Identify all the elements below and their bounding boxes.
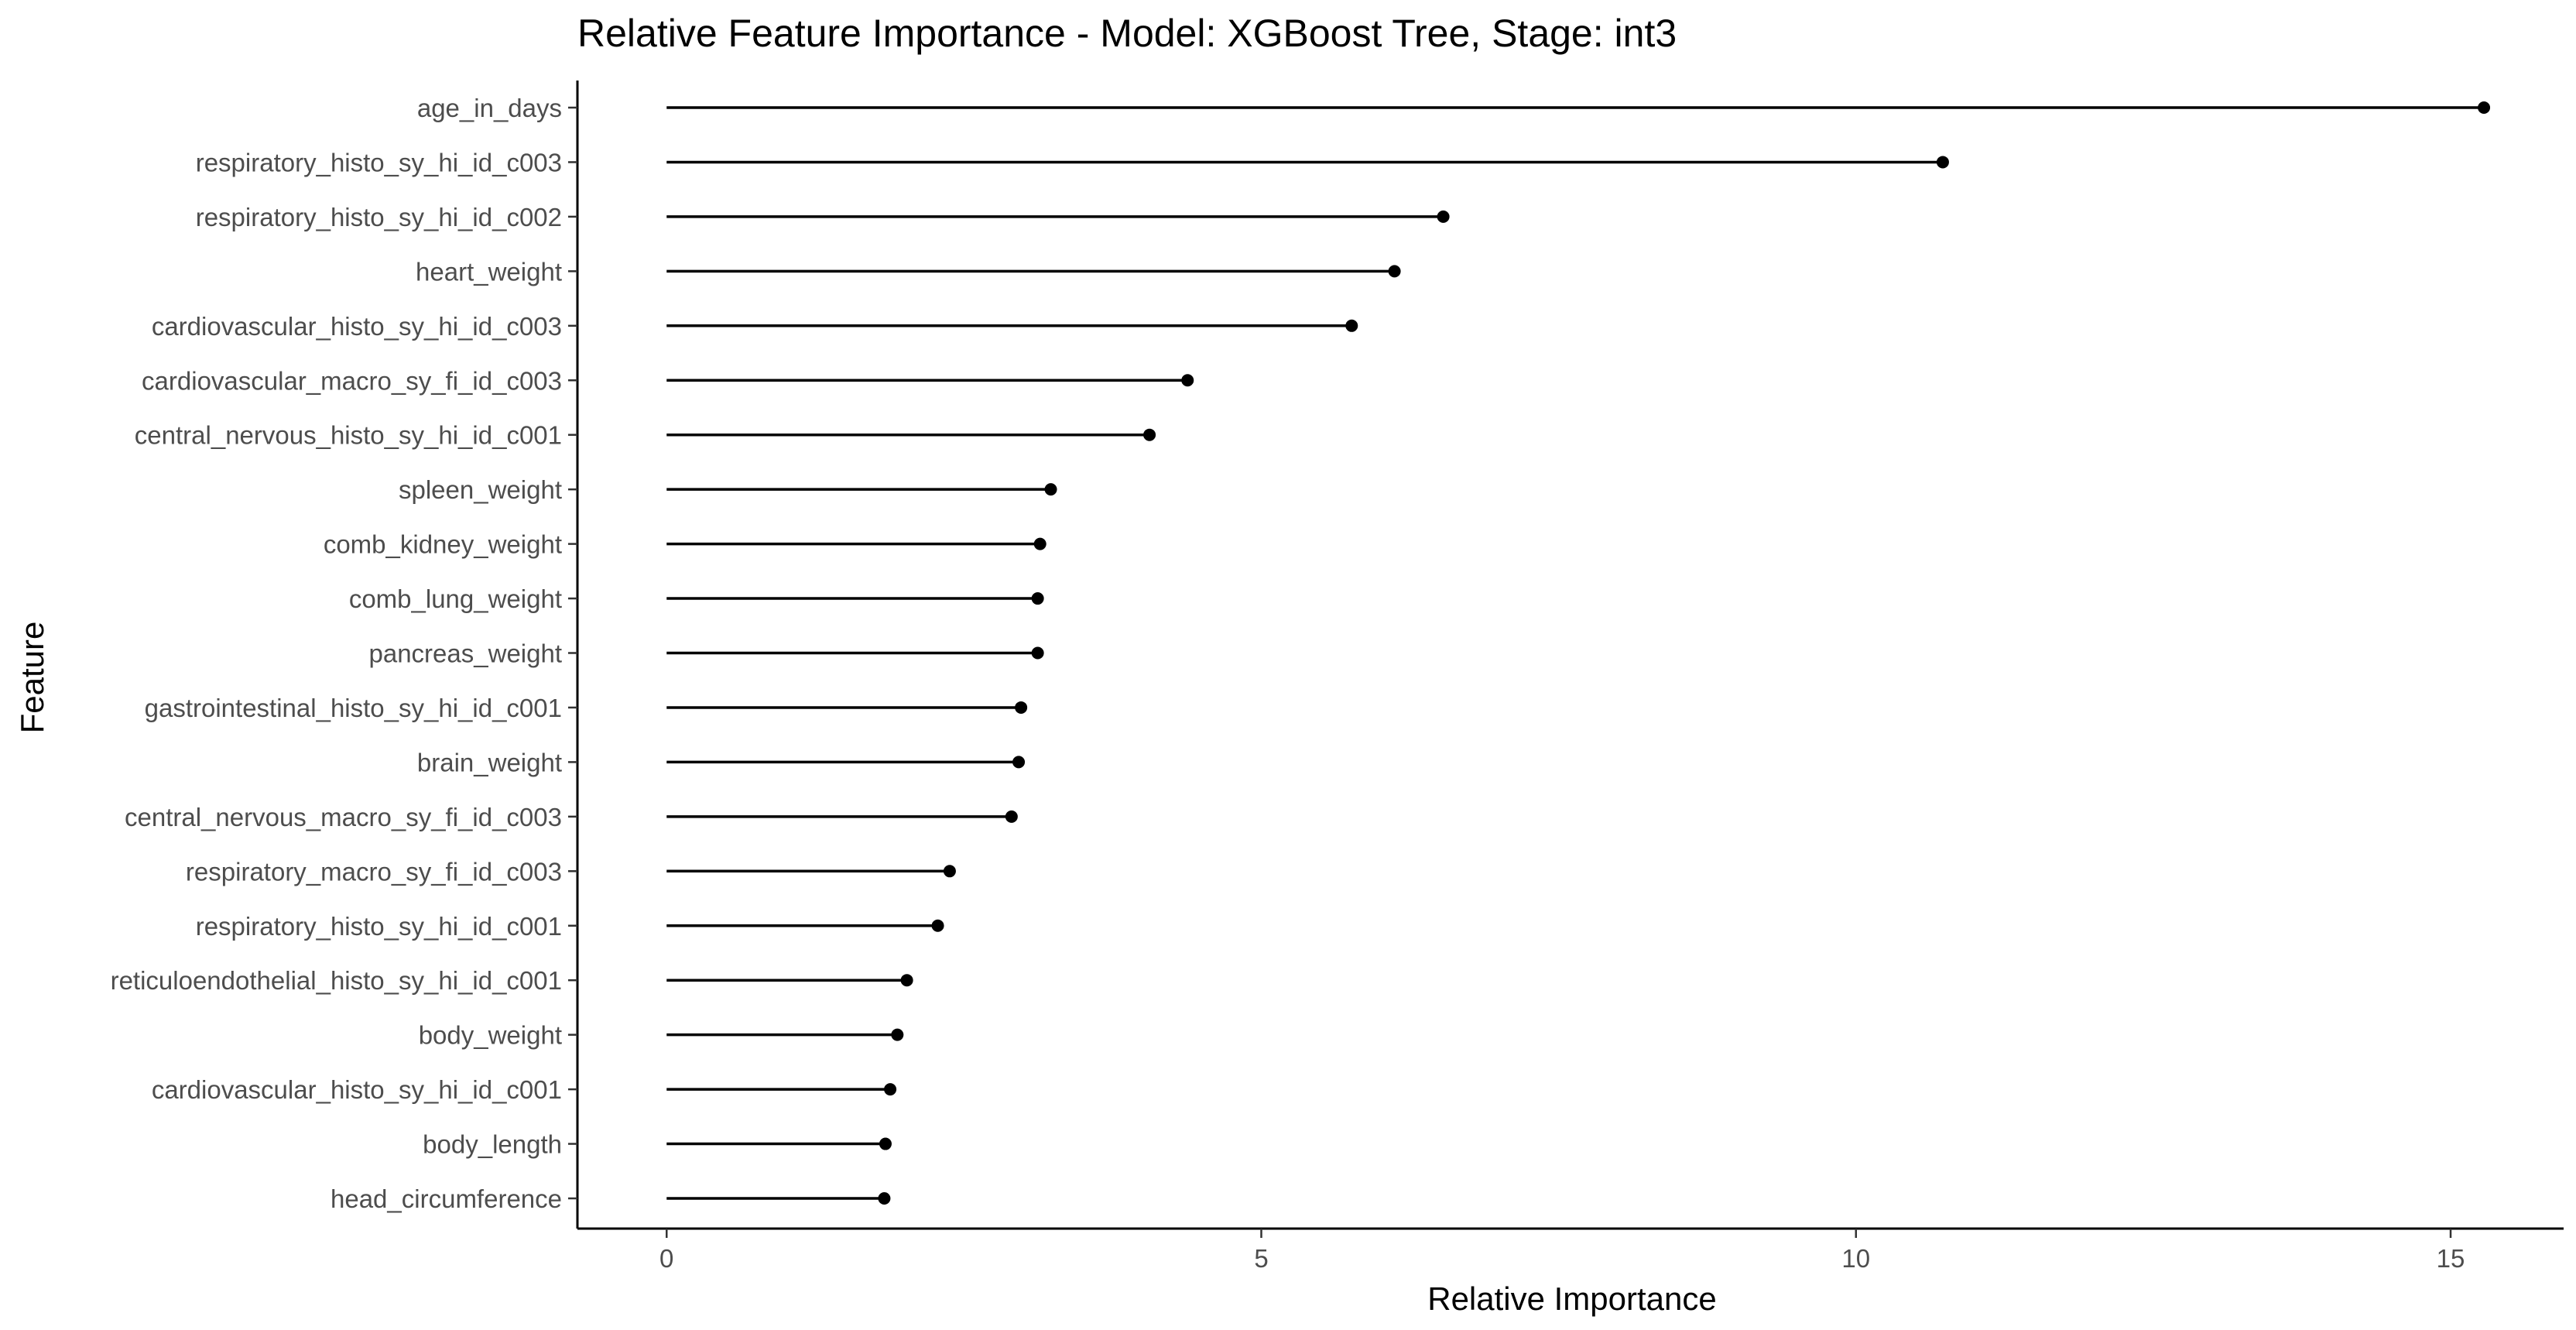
y-tick-label: body_weight: [419, 1021, 562, 1050]
y-axis-title: Feature: [14, 622, 50, 734]
lollipop-point: [1388, 265, 1401, 278]
y-tick-label: cardiovascular_histo_sy_hi_id_c001: [152, 1075, 562, 1104]
y-tick-label: spleen_weight: [399, 475, 562, 504]
lollipop-point: [1437, 210, 1450, 223]
y-tick-label: respiratory_histo_sy_hi_id_c002: [196, 203, 562, 231]
lollipop-point: [1031, 646, 1044, 660]
x-tick-label: 10: [1841, 1244, 1870, 1273]
y-tick-label: age_in_days: [417, 94, 562, 122]
lollipop-point: [879, 1137, 892, 1150]
y-tick-label: cardiovascular_macro_sy_fi_id_c003: [142, 366, 562, 395]
lollipop-point: [1345, 319, 1358, 332]
lollipop-point: [943, 865, 956, 878]
lollipop-point: [1015, 701, 1028, 714]
x-tick-label: 5: [1254, 1244, 1268, 1273]
x-axis-title: Relative Importance: [1427, 1280, 1717, 1317]
lollipop-point: [884, 1083, 897, 1096]
lollipop-point: [1005, 810, 1018, 823]
y-tick-label: brain_weight: [417, 748, 562, 776]
lollipop-point: [1031, 592, 1044, 605]
lollipop-point: [878, 1192, 891, 1205]
y-tick-label: comb_lung_weight: [349, 584, 562, 613]
y-tick-label: gastrointestinal_histo_sy_hi_id_c001: [145, 694, 562, 722]
y-tick-label: respiratory_histo_sy_hi_id_c001: [196, 912, 562, 941]
lollipop-point: [931, 919, 944, 932]
y-tick-label: central_nervous_macro_sy_fi_id_c003: [125, 803, 562, 831]
lollipop-point: [891, 1028, 904, 1041]
x-tick-label: 0: [659, 1244, 673, 1273]
y-axis-ticks: age_in_days respiratory_histo_sy_hi_id_c0…: [111, 94, 577, 1213]
y-tick-label: cardiovascular_histo_sy_hi_id_c003: [152, 312, 562, 341]
lollipop-point: [1033, 537, 1046, 550]
chart-title: Relative Feature Importance - Model: XGB…: [577, 12, 1677, 55]
x-tick-label: 15: [2437, 1244, 2465, 1273]
lollipop-point: [1181, 374, 1194, 387]
y-tick-label: pancreas_weight: [369, 639, 563, 668]
lollipop-point: [2478, 101, 2491, 114]
lollipop-point: [900, 974, 913, 987]
y-tick-label: head_circumference: [331, 1184, 562, 1213]
lollipop-marks: [666, 101, 2491, 1205]
y-tick-label: respiratory_histo_sy_hi_id_c003: [196, 148, 562, 177]
lollipop-point: [1044, 483, 1057, 496]
lollipop-point: [1936, 156, 1949, 169]
lollipop-point: [1012, 756, 1026, 769]
y-tick-label: heart_weight: [416, 257, 562, 286]
y-tick-label: reticuloendothelial_histo_sy_hi_id_c001: [111, 966, 562, 995]
y-tick-label: comb_kidney_weight: [324, 530, 562, 559]
y-tick-label: body_length: [423, 1130, 562, 1159]
lollipop-point: [1143, 428, 1156, 441]
y-tick-label: respiratory_macro_sy_fi_id_c003: [186, 857, 562, 886]
x-axis-ticks: 0 5 10 15: [659, 1229, 2465, 1273]
y-tick-label: central_nervous_histo_sy_hi_id_c001: [135, 421, 562, 450]
